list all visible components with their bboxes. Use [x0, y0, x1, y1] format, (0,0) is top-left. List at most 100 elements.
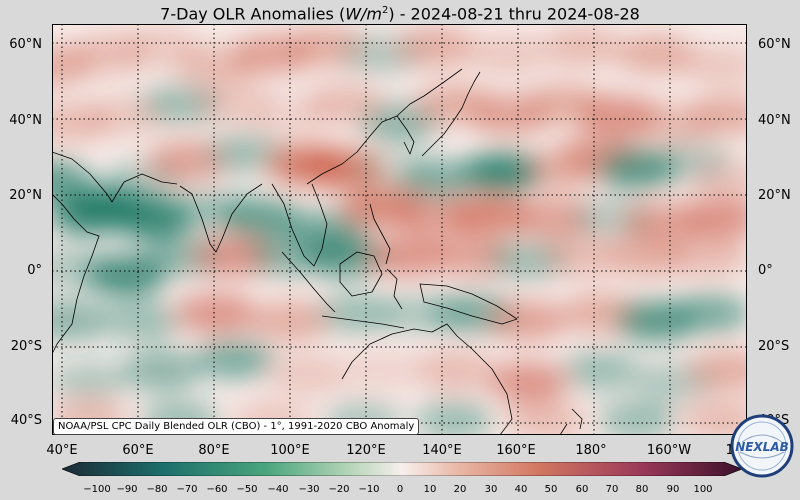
colorbar-body [62, 462, 742, 476]
positive-anomaly-region [681, 198, 747, 239]
colorbar-tick: 40 [514, 484, 528, 495]
negative-anomaly-region [140, 83, 220, 124]
negative-anomaly-region [396, 160, 477, 200]
positive-anomaly-region [622, 201, 703, 242]
positive-anomaly-region [396, 26, 477, 67]
negative-anomaly-region [140, 236, 220, 277]
colorbar-tick: 30 [484, 484, 498, 495]
colorbar-tick: −50 [236, 484, 258, 495]
lat-label-right-20s: 20°S [758, 339, 790, 354]
colorbar-tick: 60 [575, 484, 589, 495]
colorbar-tick: −70 [176, 484, 198, 495]
lon-label-160w: 160°W [646, 443, 692, 458]
colorbar-tick: 80 [635, 484, 649, 495]
positive-anomaly-region [513, 198, 594, 239]
colorbar-tick: 0 [396, 484, 404, 495]
lon-label-120e: 120°E [346, 443, 386, 458]
colorbar-tick: −60 [206, 484, 228, 495]
source-note: NOAA/PSL CPC Daily Blended OLR (CBO) - 1… [53, 418, 420, 435]
japan [421, 71, 481, 157]
negative-anomaly-region [103, 300, 184, 341]
colorbar-tick: −20 [328, 484, 350, 495]
africa-coast [52, 193, 100, 355]
colorbar-tick: −40 [267, 484, 289, 495]
lat-label-right-0: 0° [758, 263, 773, 278]
positive-anomaly-region [176, 293, 257, 334]
positive-anomaly-region [268, 354, 349, 395]
colorbar-tick: −10 [358, 484, 380, 495]
negative-anomaly-region [249, 236, 330, 277]
lon-label-180: 180° [575, 443, 607, 458]
negative-anomaly-region [461, 152, 542, 193]
colorbar-tick: 70 [605, 484, 619, 495]
negative-anomaly-region [52, 160, 92, 200]
philippines [369, 203, 391, 265]
colorbar [62, 462, 742, 476]
positive-anomaly-region [542, 236, 623, 277]
negative-anomaly-region [304, 236, 385, 277]
colorbar-tick: 90 [666, 484, 680, 495]
positive-anomaly-region [366, 236, 447, 277]
negative-anomaly-region [414, 399, 495, 435]
lat-label-left-0: 0° [27, 263, 42, 278]
positive-anomaly-region [615, 34, 696, 75]
lat-label-left-40s: 40°S [10, 413, 42, 428]
new-zealand [559, 408, 583, 435]
positive-anomaly-region [542, 26, 623, 67]
positive-anomaly-region [688, 95, 747, 136]
positive-anomaly-region [681, 45, 747, 86]
lon-label-60e: 60°E [122, 443, 154, 458]
australia-coast [341, 323, 513, 435]
positive-anomaly-region [487, 300, 568, 341]
lat-label-left-60n: 60°N [9, 37, 42, 52]
positive-anomaly-region [194, 236, 275, 277]
positive-anomaly-region [487, 361, 568, 402]
lat-label-right-20n: 20°N [758, 188, 791, 203]
lon-label-80e: 80°E [198, 443, 230, 458]
lat-label-right-40n: 40°N [758, 113, 791, 128]
positive-anomaly-region [688, 350, 747, 391]
lat-label-left-40n: 40°N [9, 113, 42, 128]
borneo [339, 251, 383, 297]
negative-anomaly-region [121, 350, 202, 391]
positive-anomaly-region [681, 399, 747, 435]
china-coast [306, 68, 463, 185]
positive-anomaly-region [608, 236, 689, 277]
lon-label-160e: 160°E [496, 443, 536, 458]
negative-anomaly-region [52, 194, 129, 235]
negative-anomaly-region [560, 350, 641, 391]
colorbar-tick: −30 [298, 484, 320, 495]
lon-label-100e: 100°E [270, 443, 310, 458]
lat-label-left-20s: 20°S [10, 339, 42, 354]
positive-anomaly-region [670, 236, 747, 277]
positive-anomaly-region [688, 160, 747, 200]
lon-label-140e: 140°E [422, 443, 462, 458]
colorbar-tick: 50 [544, 484, 558, 495]
arabia-coast [52, 151, 178, 203]
indochina-coast [271, 183, 328, 267]
sulawesi [386, 268, 403, 310]
positive-anomaly-region [469, 34, 550, 75]
colorbar-tick: 10 [423, 484, 437, 495]
coastlines [52, 68, 583, 435]
colorbar-tick: 100 [693, 484, 713, 495]
map-title: 7-Day OLR Anomalies (W/m2) - 2024-08-21 … [160, 4, 640, 24]
negative-anomaly-region [377, 293, 458, 334]
olr-anomaly-map [52, 24, 747, 435]
sumatra [281, 251, 336, 313]
india-coast [179, 183, 263, 253]
negative-anomaly-region [52, 361, 129, 402]
new-guinea [419, 283, 518, 325]
negative-anomaly-region [670, 293, 747, 334]
korea-coast [396, 115, 415, 155]
logo-text: NEXLAB [735, 440, 789, 454]
negative-anomaly-region [194, 338, 275, 379]
lat-label-right-60n: 60°N [758, 37, 791, 52]
positive-anomaly-region [341, 350, 422, 391]
lon-label-40e: 40°E [46, 443, 78, 458]
negative-anomaly-region [220, 198, 301, 239]
colorbar-tick: −80 [146, 484, 168, 495]
positive-anomaly-region [450, 194, 531, 235]
colorbar-tick: 20 [453, 484, 467, 495]
positive-anomaly-region [249, 300, 330, 341]
